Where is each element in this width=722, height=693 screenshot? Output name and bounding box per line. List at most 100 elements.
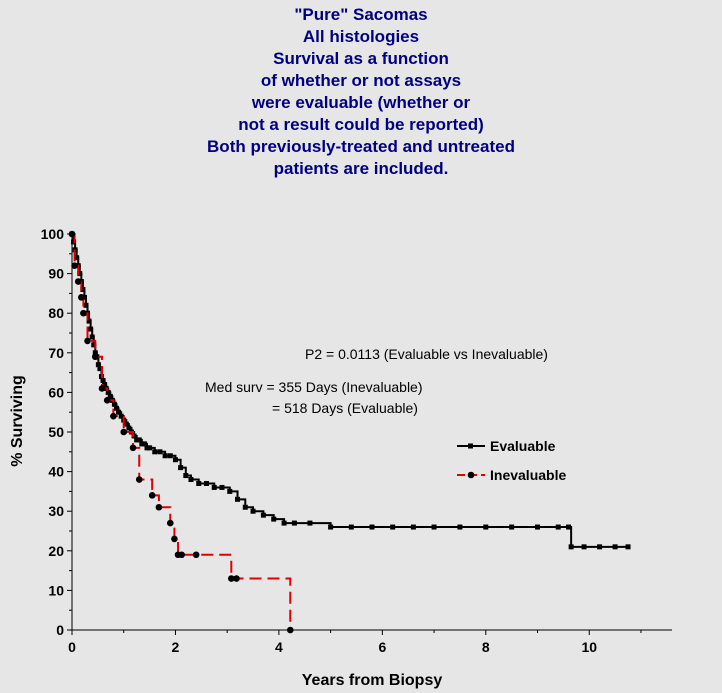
legend-label: Evaluable (490, 438, 556, 454)
legend-marker (468, 443, 473, 449)
title-line: of whether or not assays (260, 71, 462, 90)
data-point-inevaluable (120, 428, 128, 436)
title-line: were evaluable (whether or (251, 93, 471, 112)
x-tick-label: 10 (581, 639, 597, 655)
title-line: Both previously-treated and untreated (207, 137, 515, 156)
data-point-evaluable (157, 449, 163, 455)
data-point-evaluable (167, 453, 173, 459)
data-point-evaluable (271, 516, 277, 522)
data-point-evaluable (535, 524, 541, 530)
x-tick-label: 8 (482, 639, 490, 655)
y-tick-label: 70 (48, 345, 64, 361)
data-point-evaluable (172, 457, 178, 463)
data-point-evaluable (147, 445, 153, 451)
x-tick-label: 6 (378, 639, 386, 655)
data-point-evaluable (118, 413, 124, 419)
y-tick-label: 20 (48, 543, 64, 559)
data-point-inevaluable (78, 294, 85, 301)
y-tick-label: 90 (48, 266, 64, 282)
data-point-inevaluable (171, 535, 178, 543)
median-survival-inevaluable: Med surv = 355 Days (Inevaluable) (205, 379, 423, 395)
y-tick-label: 50 (48, 424, 64, 440)
data-point-inevaluable (103, 397, 111, 404)
data-point-evaluable (126, 425, 132, 431)
data-point-evaluable (581, 544, 587, 550)
y-tick-label: 60 (48, 384, 64, 400)
x-tick-label: 4 (275, 639, 283, 655)
y-tick-label: 40 (48, 464, 64, 480)
data-point-evaluable (111, 401, 117, 407)
data-point-evaluable (178, 465, 184, 471)
data-point-evaluable (105, 389, 111, 395)
data-point-inevaluable (192, 551, 200, 559)
y-tick-label: 10 (48, 582, 64, 598)
data-point-evaluable (74, 255, 80, 261)
data-point-evaluable (131, 433, 137, 439)
data-point-evaluable (100, 378, 106, 384)
data-point-evaluable (410, 524, 416, 530)
data-point-evaluable (348, 524, 354, 530)
legend: Evaluable Inevaluable (457, 438, 566, 483)
legend-item-inevaluable: Inevaluable (457, 467, 566, 483)
data-point-evaluable (566, 524, 572, 530)
data-point-evaluable (116, 409, 122, 415)
data-point-inevaluable (80, 309, 87, 317)
data-point-evaluable (203, 480, 209, 486)
data-point-evaluable (91, 342, 97, 348)
y-axis-title: % Surviving (9, 375, 26, 467)
data-point-inevaluable (98, 385, 106, 392)
data-point-evaluable (483, 524, 489, 530)
data-point-evaluable (188, 477, 194, 483)
data-point-inevaluable (68, 230, 76, 238)
data-point-evaluable (134, 437, 140, 443)
title-line: not a result could be reported) (238, 115, 484, 134)
data-point-evaluable (369, 524, 375, 530)
data-point-evaluable (457, 524, 463, 530)
series-line-inevaluable (72, 233, 292, 630)
data-point-evaluable (281, 520, 287, 526)
y-tick-label: 80 (48, 305, 64, 321)
data-point-evaluable (227, 488, 233, 494)
data-point-evaluable (183, 473, 189, 479)
data-point-inevaluable (233, 575, 240, 582)
series-inevaluable (68, 230, 294, 634)
legend-label: Inevaluable (490, 467, 566, 483)
data-point-inevaluable (129, 444, 137, 452)
data-point-evaluable (390, 524, 396, 530)
data-point-evaluable (123, 421, 129, 427)
data-point-evaluable (92, 350, 98, 356)
data-point-evaluable (328, 524, 334, 530)
legend-marker (467, 471, 475, 479)
data-point-evaluable (625, 544, 631, 550)
x-axis-title: Years from Biopsy (302, 672, 443, 689)
data-point-inevaluable (71, 262, 78, 269)
data-point-evaluable (113, 405, 119, 411)
data-point-evaluable (597, 544, 603, 550)
legend-item-evaluable: Evaluable (457, 438, 556, 454)
data-point-inevaluable (110, 412, 117, 420)
p-value-annotation: P2 = 0.0113 (Evaluable vs Inevaluable) (305, 346, 548, 362)
data-point-inevaluable (91, 353, 99, 361)
data-point-evaluable (141, 441, 147, 447)
data-point-inevaluable (228, 575, 235, 582)
data-point-evaluable (509, 524, 515, 530)
data-point-evaluable (80, 286, 86, 292)
data-point-inevaluable (135, 476, 143, 483)
data-point-evaluable (242, 504, 248, 510)
data-point-evaluable (136, 437, 142, 443)
y-tick-label: 30 (48, 503, 64, 519)
data-point-evaluable (77, 271, 83, 277)
data-point-evaluable (196, 480, 202, 486)
data-point-inevaluable (286, 626, 294, 634)
data-point-inevaluable (155, 503, 163, 511)
series-layer (68, 230, 631, 634)
title-line: Survival as a function (273, 49, 449, 68)
data-point-evaluable (568, 544, 574, 550)
data-point-evaluable (307, 520, 313, 526)
data-point-evaluable (71, 239, 77, 245)
data-point-evaluable (235, 496, 241, 502)
data-point-inevaluable (166, 519, 174, 527)
data-point-evaluable (555, 524, 561, 530)
y-tick-label: 100 (41, 226, 65, 242)
